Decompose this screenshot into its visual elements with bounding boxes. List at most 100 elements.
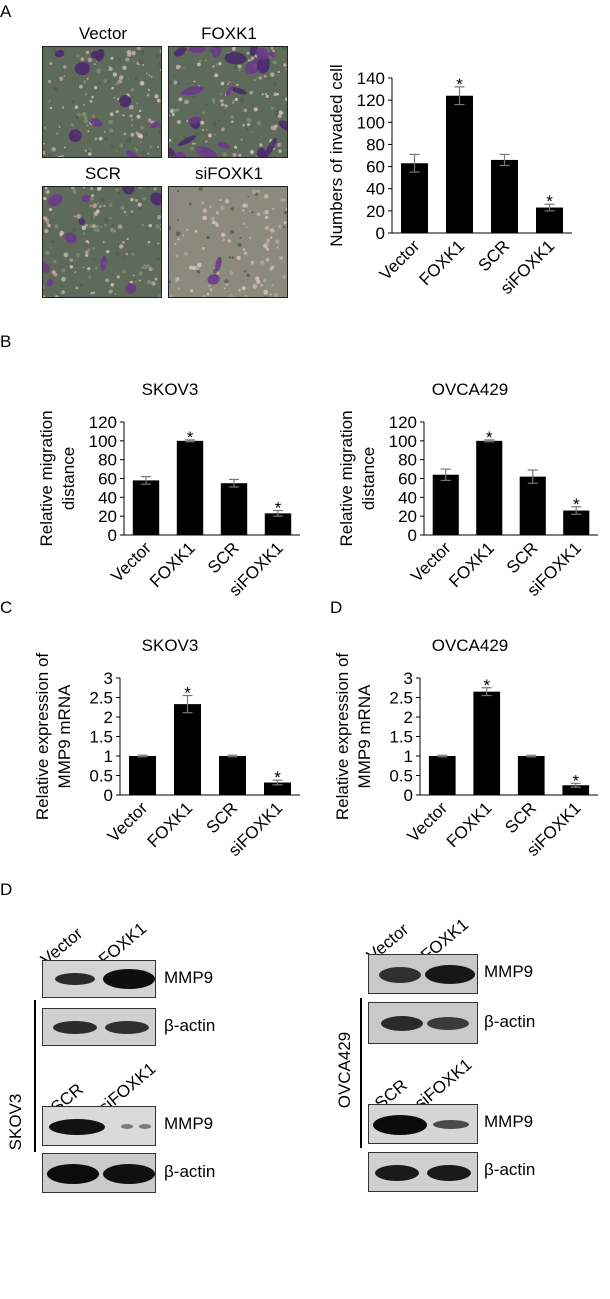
membrane-pore	[122, 269, 126, 274]
panel-label-d-mmp9: D	[330, 598, 343, 617]
membrane-pore	[87, 248, 91, 252]
membrane-pore	[265, 247, 269, 251]
invaded-cell	[278, 120, 287, 133]
invaded-cell	[64, 232, 77, 244]
membrane-pore	[177, 287, 180, 290]
membrane-pore	[125, 214, 128, 217]
membrane-pore	[259, 194, 263, 199]
blot-left-actin-top	[42, 1008, 156, 1046]
membrane-pore	[238, 69, 241, 72]
membrane-pore	[182, 234, 185, 237]
significance-asterisk: *	[184, 684, 191, 703]
bar-SCR	[519, 476, 546, 535]
membrane-pore	[95, 224, 100, 229]
membrane-pore	[277, 113, 282, 118]
membrane-pore	[93, 216, 96, 219]
membrane-pore	[285, 207, 287, 211]
membrane-pore	[208, 284, 211, 287]
membrane-pore	[252, 283, 258, 289]
membrane-pore	[251, 104, 254, 107]
membrane-pore	[108, 119, 113, 125]
membrane-pore	[88, 152, 92, 156]
membrane-pore	[92, 246, 96, 250]
membrane-pore	[213, 133, 217, 136]
membrane-pore	[260, 135, 262, 138]
membrane-pore	[278, 110, 283, 115]
membrane-pore	[270, 72, 275, 77]
membrane-pore	[243, 251, 248, 256]
membrane-pore	[223, 110, 227, 115]
membrane-pore	[286, 148, 287, 152]
membrane-pore	[250, 260, 255, 265]
membrane-pore	[232, 102, 234, 104]
membrane-pore	[215, 221, 219, 225]
membrane-pore	[134, 198, 139, 203]
membrane-pore	[84, 250, 89, 255]
membrane-pore	[269, 267, 274, 271]
membrane-pore	[142, 264, 148, 270]
membrane-pore	[158, 62, 161, 66]
membrane-pore	[282, 96, 286, 99]
micrograph-vector	[42, 46, 162, 158]
membrane-pore	[130, 210, 134, 213]
y-tick-label: 0	[104, 786, 113, 805]
invaded-cell	[81, 194, 91, 203]
membrane-pore	[146, 187, 149, 190]
membrane-pore	[122, 114, 125, 117]
membrane-pore	[122, 241, 125, 244]
membrane-pore	[100, 225, 103, 228]
membrane-pore	[199, 59, 202, 63]
membrane-pore	[142, 64, 145, 66]
bar-FOXK1	[446, 95, 473, 233]
membrane-pore	[130, 132, 135, 137]
membrane-pore	[125, 57, 130, 62]
error-bar-FOXK1	[454, 86, 465, 106]
membrane-pore	[253, 79, 256, 81]
invaded-cell	[211, 47, 222, 58]
membrane-pore	[176, 265, 182, 270]
membrane-pore	[249, 90, 254, 95]
membrane-pore	[205, 140, 208, 143]
membrane-pore	[223, 263, 229, 268]
invaded-cell	[225, 86, 234, 97]
membrane-pore	[270, 106, 274, 110]
cell-line-label-ovca429: OVCA429	[335, 1031, 354, 1109]
membrane-pore	[108, 289, 113, 294]
error-bar-SCR	[227, 754, 238, 758]
membrane-pore	[266, 238, 271, 243]
membrane-pore	[138, 109, 142, 113]
membrane-pore	[88, 224, 93, 228]
panel-label-d-western: D	[0, 880, 13, 899]
invaded-cell	[217, 142, 231, 149]
membrane-pore	[160, 103, 161, 106]
membrane-pore	[83, 115, 88, 120]
membrane-pore	[141, 267, 144, 269]
membrane-pore	[151, 281, 156, 286]
membrane-pore	[251, 130, 254, 133]
membrane-pore	[270, 47, 274, 50]
blot-right-mmp9-bottom	[368, 1104, 478, 1144]
membrane-pore	[44, 187, 48, 190]
membrane-pore	[260, 283, 264, 287]
membrane-pore	[94, 266, 98, 270]
membrane-pore	[71, 227, 77, 233]
membrane-pore	[140, 125, 145, 130]
membrane-pore	[50, 239, 55, 244]
membrane-pore	[238, 153, 242, 157]
membrane-pore	[265, 241, 270, 246]
error-bar-SCR	[526, 754, 537, 758]
membrane-pore	[212, 121, 217, 127]
membrane-pore	[71, 100, 76, 104]
membrane-pore	[134, 253, 137, 256]
membrane-pore	[53, 272, 58, 277]
membrane-pore	[227, 83, 229, 86]
membrane-pore	[159, 49, 161, 54]
row-label-left-actin-bottom: β-actin	[164, 1162, 216, 1181]
membrane-pore	[119, 244, 124, 249]
membrane-pore	[58, 126, 61, 128]
membrane-pore	[156, 145, 160, 149]
membrane-pore	[122, 144, 125, 147]
error-bar-SCR	[527, 469, 538, 484]
chart-title-migration-skov3: SKOV3	[141, 380, 199, 399]
